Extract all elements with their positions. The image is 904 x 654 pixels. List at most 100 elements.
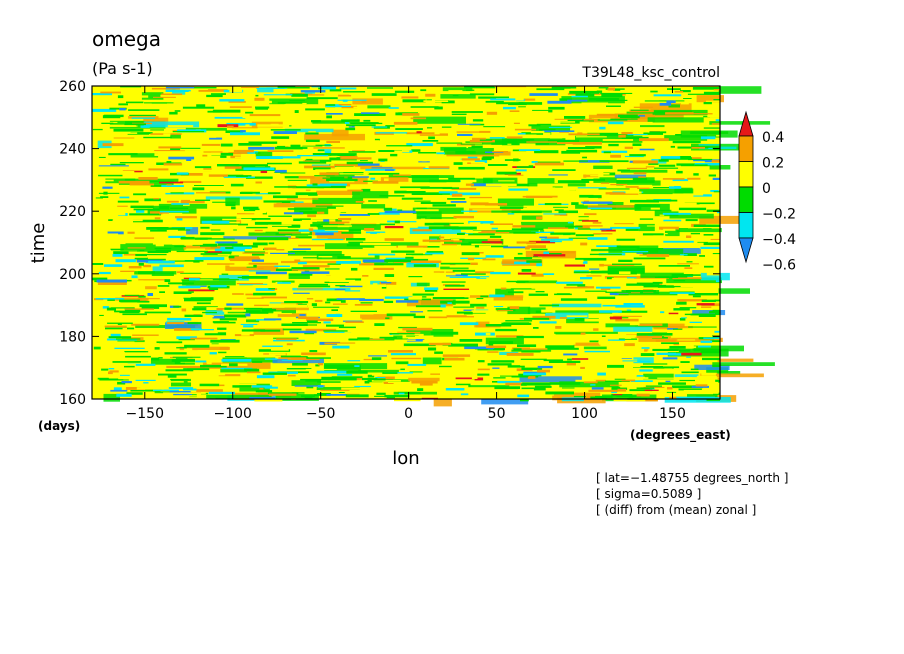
field-streak [128,266,142,269]
field-patch [665,228,680,237]
field-streak [596,90,603,93]
field-streak [481,262,510,264]
field-streak [251,385,273,388]
colorbar-segment [738,161,754,188]
field-streak [273,195,298,199]
field-streak [627,351,649,353]
field-streak [138,263,144,266]
field-streak [398,392,405,395]
field-patch [608,245,659,253]
field-streak [404,368,434,372]
field-streak [716,134,720,137]
field-streak [367,374,375,378]
field-streak [174,381,181,383]
field-streak [134,221,142,224]
field-streak [325,104,336,108]
field-streak [447,139,464,141]
field-streak [394,190,426,194]
field-streak [198,89,228,92]
field-streak [168,156,195,160]
field-streak [467,223,490,226]
field-streak [318,256,333,258]
field-streak [120,86,142,88]
field-streak [243,172,259,176]
field-streak [420,272,440,275]
field-streak [291,268,320,271]
field-streak [605,291,631,293]
field-streak [650,207,660,210]
field-streak [281,200,291,203]
field-streak [287,179,307,181]
field-streak [560,388,581,392]
field-streak [575,225,603,227]
field-streak [127,363,156,366]
field-streak [552,185,563,188]
field-streak [459,322,479,326]
field-streak [413,315,425,319]
field-streak [715,343,720,346]
field-streak [405,184,421,187]
note-diff: [ (diff) from (mean) zonal ] [596,503,756,517]
field-streak [520,398,529,402]
field-streak [168,235,186,238]
field-streak [161,143,167,146]
field-streak [677,299,707,302]
field-streak [163,163,183,166]
field-streak [497,380,521,384]
field-patch [318,149,332,152]
field-streak [475,271,494,274]
field-streak [317,185,346,189]
field-streak [641,347,650,349]
field-streak [684,267,693,269]
field-streak [230,259,256,262]
field-streak [441,281,466,283]
field-streak [200,232,225,236]
field-streak [566,284,586,287]
field-streak [104,363,126,365]
field-streak [255,193,277,195]
field-streak [177,288,184,291]
field-streak [354,165,383,167]
field-streak [277,304,308,308]
field-streak [170,192,184,194]
field-streak [590,270,618,274]
field-streak [598,340,613,344]
field-streak [338,218,352,221]
field-streak [154,150,185,152]
field-streak [715,280,720,283]
field-streak [658,382,686,385]
field-streak [501,261,530,265]
field-streak [260,173,281,176]
field-streak [369,338,385,340]
field-streak [539,321,557,324]
field-streak [659,226,679,230]
field-streak [306,158,313,161]
field-streak [242,310,261,313]
field-streak [390,353,416,356]
field-patch [257,87,274,93]
field-streak [625,191,642,194]
field-streak [562,155,582,157]
field-streak [632,160,658,164]
field-streak [612,281,623,284]
field-streak [703,337,720,339]
field-streak [157,227,186,230]
field-streak [465,230,487,234]
field-streak [511,210,542,214]
field-streak [134,257,148,260]
field-streak [284,318,301,322]
field-streak [360,302,373,304]
field-streak [600,90,628,93]
field-streak [353,106,362,109]
field-streak [319,172,339,176]
field-streak [490,223,513,225]
field-streak [424,287,439,290]
field-streak [444,357,465,361]
field-streak [321,259,352,261]
field-streak [159,291,165,293]
field-streak [696,375,717,378]
field-streak [577,132,583,134]
field-streak [373,267,394,270]
field-patch [593,165,613,169]
field-streak [369,394,375,396]
